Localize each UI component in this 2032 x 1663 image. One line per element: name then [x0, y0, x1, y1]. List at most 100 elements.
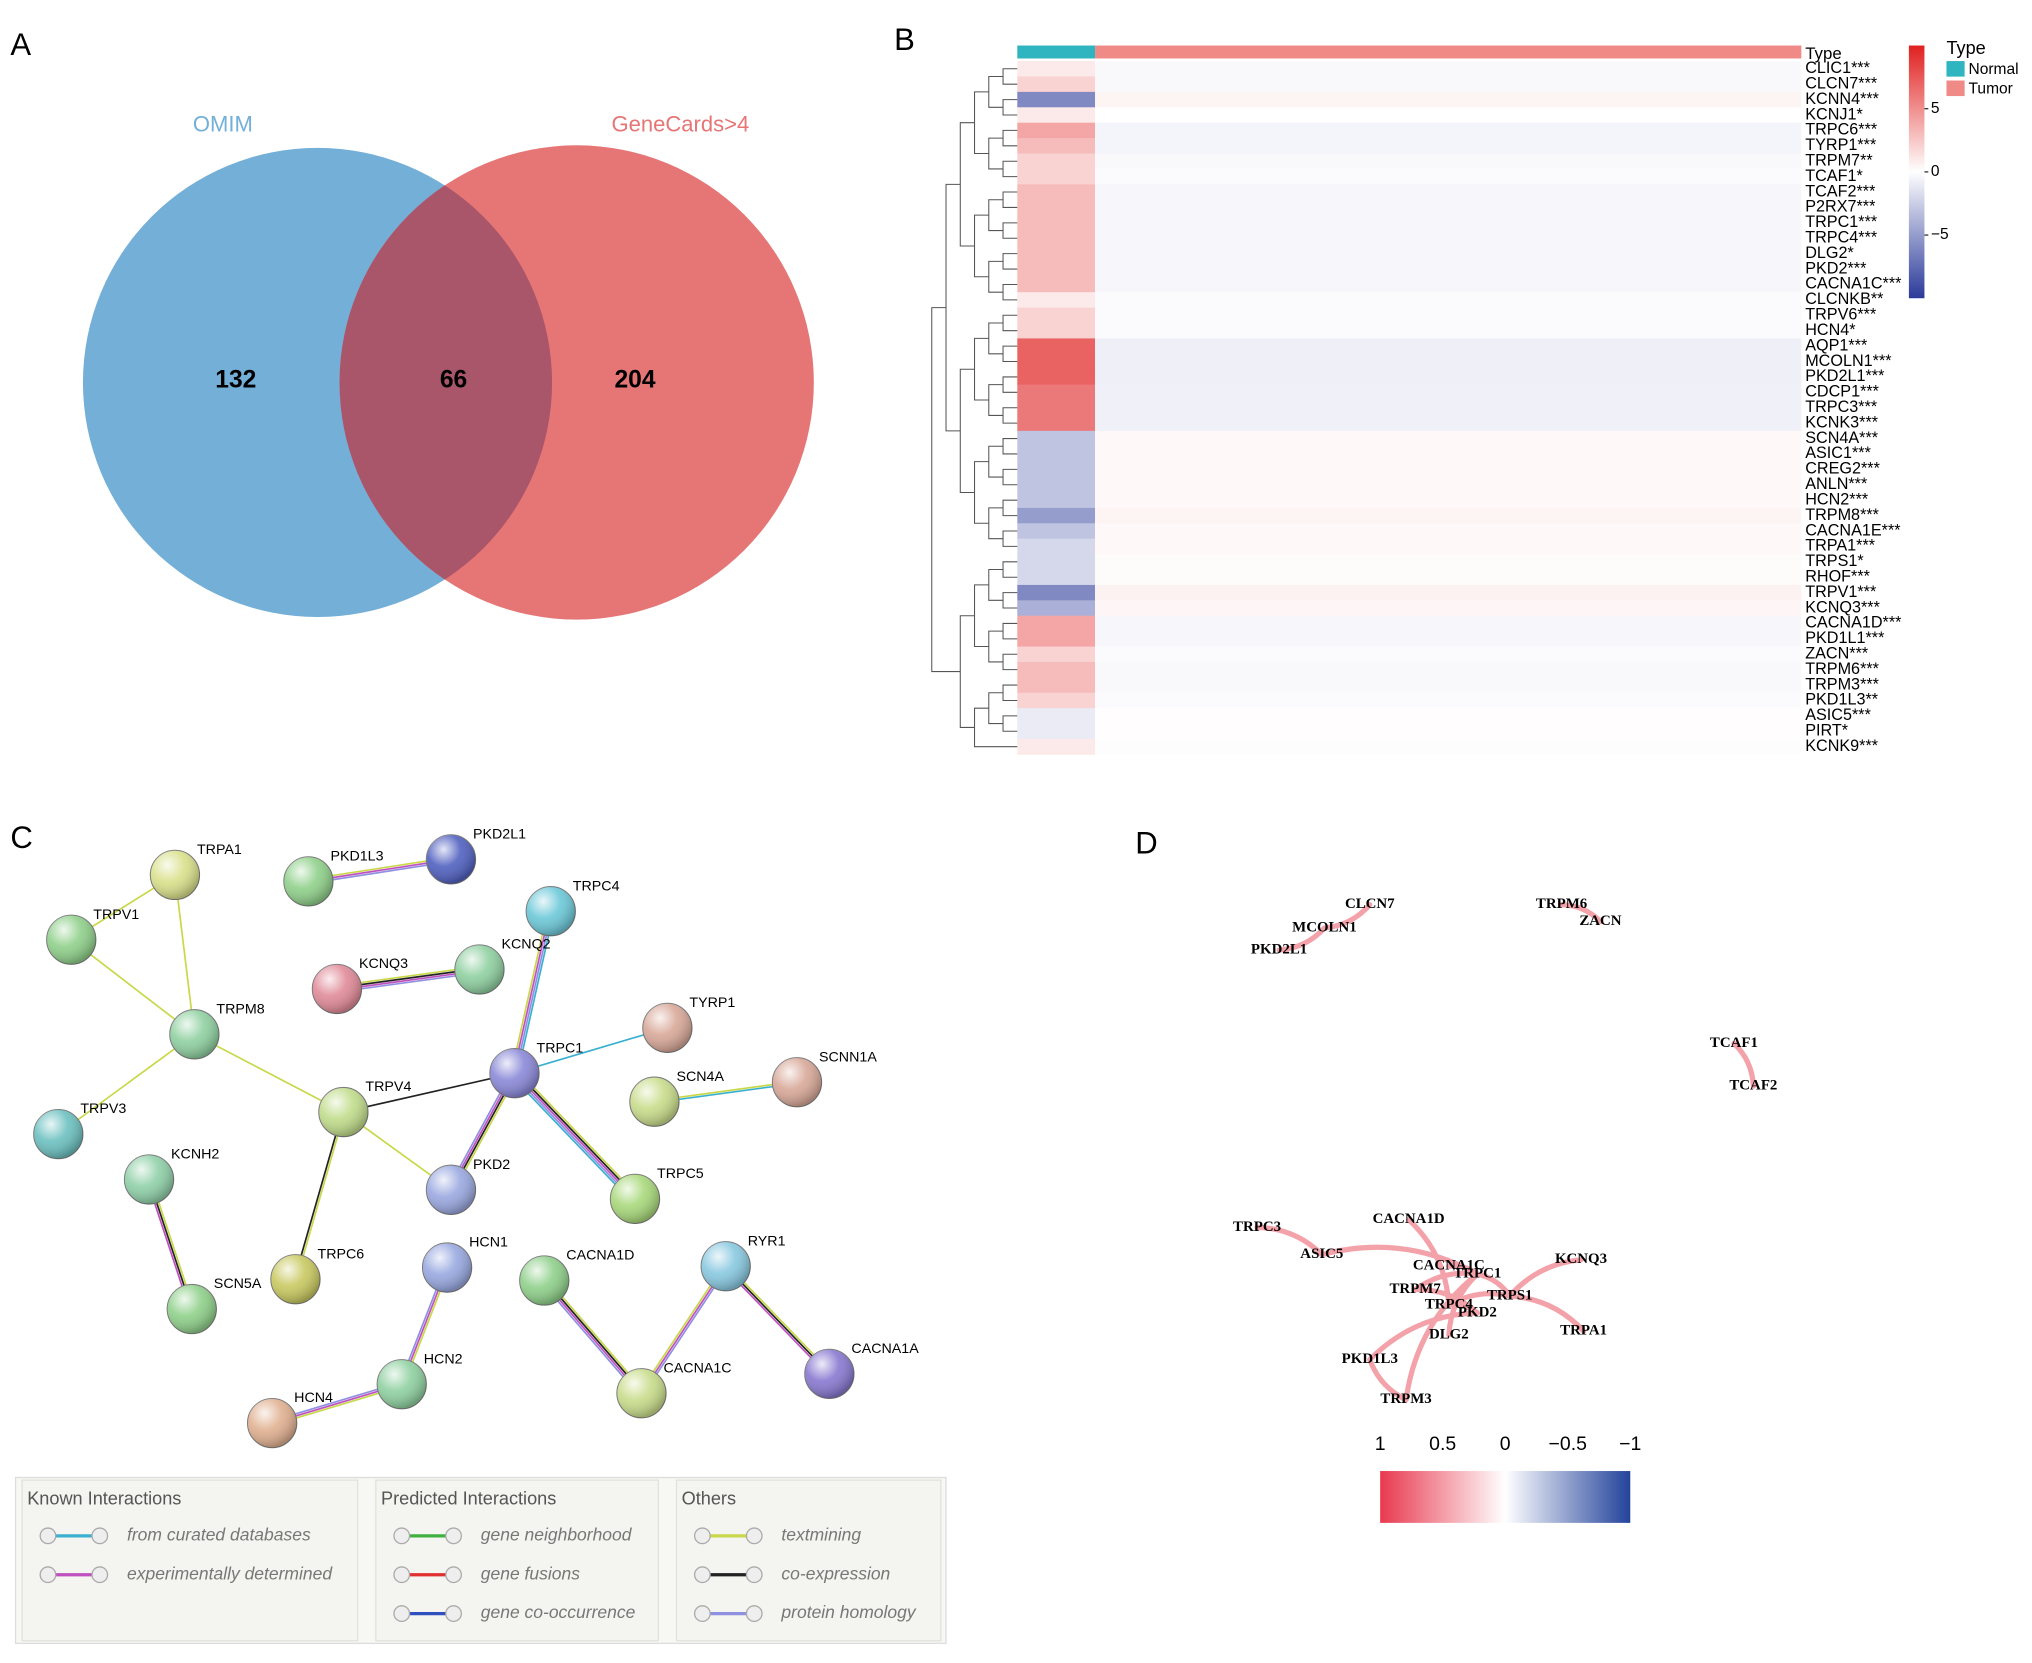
heatmap-cell [1095, 91, 1802, 108]
node-label: KCNQ3 [1555, 1251, 1607, 1267]
dendrogram [1002, 129, 1018, 147]
dendrogram [1002, 715, 1018, 732]
heatmap-cell [1017, 646, 1096, 663]
row-label: CLCN7*** [1805, 74, 1878, 92]
node-shine [772, 1057, 822, 1107]
edge [514, 911, 553, 1074]
heatmap-cell [1017, 184, 1096, 201]
heatmap-cell [1017, 322, 1096, 339]
heatmap-cell [1017, 261, 1096, 278]
node-label: TRPC1 [1453, 1265, 1501, 1281]
node-shine [422, 1242, 472, 1293]
node-shine [519, 1255, 569, 1306]
edge [1412, 1270, 1480, 1293]
row-label: CDCP1*** [1805, 383, 1879, 401]
dendrogram [1002, 314, 1018, 332]
row-label: TRPV1*** [1805, 583, 1877, 601]
row-label: KCNN4*** [1805, 90, 1879, 108]
dendrogram [988, 692, 1004, 725]
row-label: ANLN*** [1805, 475, 1868, 493]
heatmap-cell [1017, 477, 1096, 493]
edge [513, 1072, 636, 1200]
heatmap-cell [1017, 507, 1096, 524]
heatmap-cell [1095, 276, 1802, 293]
legend-node [393, 1605, 411, 1623]
heatmap-cell [1095, 507, 1802, 524]
node-shine [318, 1087, 369, 1137]
colorbar-tick-label: 0 [1931, 163, 1940, 180]
heatmap-cell [1017, 168, 1096, 185]
row-label: KCNK3*** [1805, 413, 1879, 431]
dendrogram [974, 584, 989, 648]
node-label: CLCN7 [1345, 896, 1395, 912]
edge [1276, 925, 1328, 953]
node-label: TRPC6 [318, 1246, 365, 1262]
region-count: 204 [614, 367, 655, 394]
heatmap-cell [1095, 554, 1802, 570]
node-label: TRPC3 [1233, 1219, 1281, 1235]
set-label: OMIM [193, 112, 253, 137]
dendrogram [1002, 160, 1018, 178]
heatmap-cell [1095, 677, 1802, 694]
colorbar-tick-label: 0.5 [1429, 1433, 1456, 1455]
edge [1731, 1040, 1756, 1089]
node-label: TRPM8 [216, 1001, 264, 1017]
node-label: SCN4A [676, 1069, 724, 1085]
node-label: CACNA1C [1413, 1258, 1485, 1274]
row-label: KCNJ1* [1805, 105, 1863, 123]
edge [293, 1111, 344, 1280]
heatmap-cell [1095, 584, 1802, 601]
heatmap-cell [1017, 677, 1096, 694]
heatmap-cell [1017, 199, 1096, 216]
dendrogram [974, 707, 1018, 748]
edge [515, 1071, 638, 1199]
legend-node [693, 1605, 711, 1623]
panel-label: C [10, 820, 32, 855]
node-label: TRPV1 [93, 907, 139, 923]
row-label: TRPC1*** [1805, 213, 1878, 231]
legend-label: experimentally determined [127, 1563, 333, 1583]
row-label: DLG2* [1805, 244, 1854, 262]
heatmap-cell [1095, 153, 1802, 170]
heatmap-cell [1017, 415, 1096, 432]
heatmap-cell [1095, 461, 1802, 478]
node-label: TRPC5 [657, 1166, 704, 1182]
node-label: TRPS1 [1487, 1288, 1533, 1304]
heatmap-cell [1095, 477, 1802, 493]
legend-label: from curated databases [127, 1524, 311, 1544]
heatmap-cell [1095, 61, 1802, 77]
colorbar [1908, 45, 1925, 299]
heatmap-cell [1017, 538, 1096, 555]
legend-label: Tumor [1969, 81, 2013, 98]
edge [1446, 1291, 1513, 1308]
edge [516, 1069, 639, 1197]
row-label: ZACN*** [1805, 645, 1869, 663]
row-label: PKD1L1*** [1805, 629, 1885, 647]
legend-label: co-expression [781, 1563, 890, 1583]
row-label: MCOLN1*** [1805, 352, 1892, 370]
heatmap-cell [1017, 569, 1096, 586]
dendrogram [974, 461, 989, 524]
row-label: PKD1L3** [1805, 691, 1879, 709]
heatmap-cell [1017, 708, 1096, 724]
legend-label: gene fusions [481, 1563, 580, 1583]
network: TRPA1 TRPV1 TRPM8 TRPV3 KCNH2 SCN5A TRPC6 TRPV4… [14, 827, 947, 1645]
node-label: TYRP1 [689, 995, 735, 1011]
heatmap-cell [1095, 615, 1802, 632]
heatmap-cell [1017, 615, 1096, 632]
legend-node [693, 1566, 711, 1584]
heatmap-cell [1017, 584, 1096, 601]
edge [639, 1264, 725, 1393]
heatmap-cell [1017, 153, 1096, 170]
node-label: TRPC1 [537, 1040, 584, 1056]
edge [516, 911, 555, 1075]
dendrogram [974, 91, 989, 155]
edge [1367, 1310, 1480, 1363]
heatmap-cell [1017, 600, 1096, 617]
row-label: HCN2*** [1805, 490, 1869, 508]
legend-node [39, 1566, 57, 1584]
edge [510, 1075, 633, 1203]
legend-title: Type [1946, 38, 1985, 58]
